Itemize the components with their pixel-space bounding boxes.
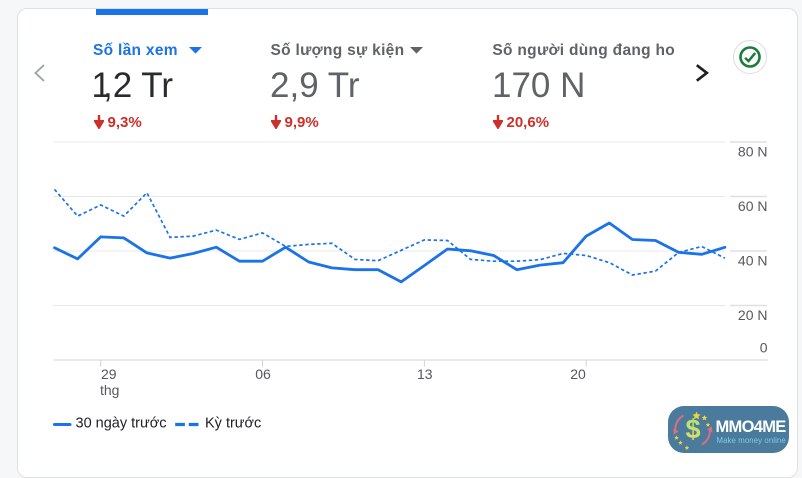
- svg-text:$: $: [685, 414, 700, 444]
- svg-text:20 N: 20 N: [738, 307, 768, 323]
- svg-text:0: 0: [760, 340, 768, 356]
- svg-text:60 N: 60 N: [738, 198, 768, 214]
- svg-text:20: 20: [570, 366, 586, 382]
- svg-text:80 N: 80 N: [738, 144, 768, 160]
- svg-text:30 ngày trước: 30 ngày trước: [76, 416, 167, 432]
- svg-text:29: 29: [101, 366, 117, 382]
- svg-text:13: 13: [417, 366, 433, 382]
- svg-text:40 N: 40 N: [738, 253, 768, 269]
- svg-text:Kỳ trước: Kỳ trước: [205, 416, 261, 432]
- svg-text:thg: thg: [100, 382, 119, 398]
- svg-text:06: 06: [255, 366, 271, 382]
